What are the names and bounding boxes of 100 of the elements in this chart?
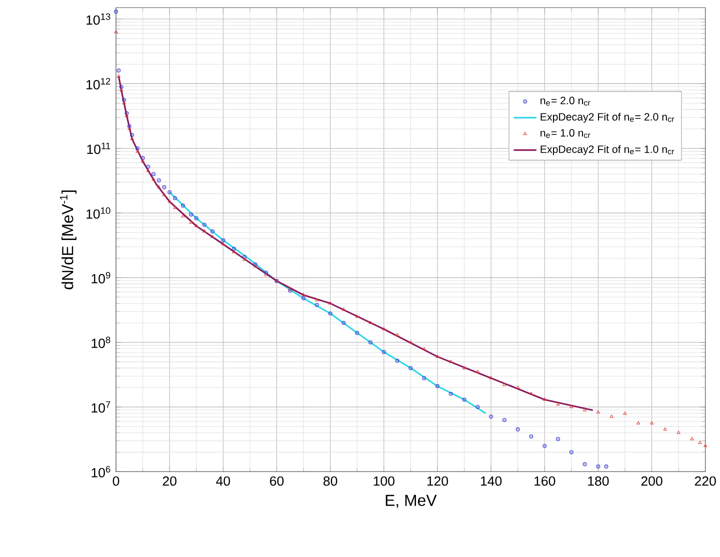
point — [124, 114, 128, 117]
y-tick-label: 10$^{10}$ — [86, 207, 110, 219]
point — [210, 229, 214, 234]
point — [355, 314, 359, 318]
point — [180, 204, 185, 208]
point — [663, 427, 667, 431]
point — [130, 136, 134, 140]
point — [582, 462, 587, 466]
x-tick-label: 180 — [588, 476, 609, 486]
legend-label: n$_{e}$= 2.0 n$_{cr}$ — [540, 96, 590, 106]
point — [610, 414, 614, 418]
y-tick-label: 10$^{9}$ — [92, 272, 110, 284]
point — [342, 320, 346, 325]
x-tick-label: 0 — [112, 476, 120, 486]
y-tick-label: 10$^{12}$ — [86, 78, 110, 90]
legend-label: n$_{e}$= 1.0 n$_{cr}$ — [540, 129, 590, 138]
point — [422, 346, 426, 350]
point — [368, 340, 372, 344]
point — [636, 421, 640, 424]
point — [146, 164, 150, 169]
point — [194, 216, 198, 220]
point — [168, 190, 172, 194]
y-tick-label: 10$^{13}$ — [86, 13, 110, 25]
point — [502, 382, 506, 386]
point — [202, 229, 206, 233]
point — [172, 196, 177, 200]
point — [189, 220, 193, 224]
point — [122, 101, 126, 104]
point — [232, 250, 236, 254]
point — [314, 302, 319, 307]
point — [122, 98, 126, 102]
point — [690, 437, 694, 440]
y-tick-label: 10$^{11}$ — [87, 142, 110, 154]
point — [516, 427, 520, 432]
point — [368, 320, 372, 324]
point — [152, 172, 156, 176]
point — [194, 224, 198, 228]
y-tick-label: 10$^{8}$ — [92, 336, 110, 348]
point — [116, 68, 121, 72]
point — [650, 421, 654, 424]
point — [448, 392, 453, 396]
point — [302, 296, 306, 300]
point — [449, 360, 453, 363]
point — [476, 405, 480, 409]
point — [288, 287, 292, 290]
point — [623, 412, 627, 415]
x-tick-label: 60 — [270, 476, 284, 486]
point — [221, 238, 226, 242]
x-axis-title: E, MeV — [386, 494, 437, 508]
point — [382, 327, 386, 330]
point — [395, 358, 400, 363]
point — [140, 156, 145, 160]
point — [146, 168, 150, 172]
point — [529, 434, 534, 438]
point — [542, 398, 546, 401]
legend-label: ExpDecay2 Fit of n$_{e}$= 1.0 n$_{cr}$ — [540, 145, 674, 156]
point — [476, 370, 480, 373]
point — [315, 298, 319, 302]
y-tick-label: 10$^{7}$ — [92, 401, 110, 413]
point — [119, 84, 124, 89]
point — [232, 246, 236, 251]
point — [210, 234, 214, 238]
point — [502, 418, 506, 422]
point — [130, 133, 134, 138]
point — [583, 408, 587, 412]
point — [556, 402, 560, 406]
point — [114, 30, 118, 34]
point — [596, 464, 600, 469]
point — [136, 150, 140, 153]
point — [162, 193, 166, 196]
point — [156, 178, 161, 182]
point — [114, 10, 118, 14]
point — [355, 330, 360, 335]
point — [221, 242, 225, 246]
point — [542, 444, 547, 448]
point — [168, 200, 172, 203]
x-tick-label: 80 — [324, 476, 338, 486]
point — [516, 386, 520, 389]
x-tick-label: 140 — [480, 476, 502, 486]
point — [189, 212, 193, 216]
point — [676, 430, 680, 434]
point — [436, 354, 440, 358]
point — [135, 146, 140, 150]
x-tick-label: 220 — [694, 476, 716, 486]
point — [242, 258, 246, 261]
point — [157, 185, 161, 188]
point — [408, 366, 413, 370]
point — [116, 74, 120, 78]
point — [141, 159, 145, 162]
point — [328, 301, 332, 305]
point — [173, 206, 177, 210]
point — [569, 450, 574, 454]
point — [328, 311, 332, 316]
point — [462, 366, 466, 370]
point — [181, 214, 185, 218]
x-tick-label: 200 — [641, 476, 662, 486]
point — [396, 332, 400, 336]
point — [698, 440, 702, 444]
x-tick-label: 40 — [216, 476, 230, 486]
y-axis-title: dN/dE [MeV$^{-1}$] — [60, 190, 76, 290]
